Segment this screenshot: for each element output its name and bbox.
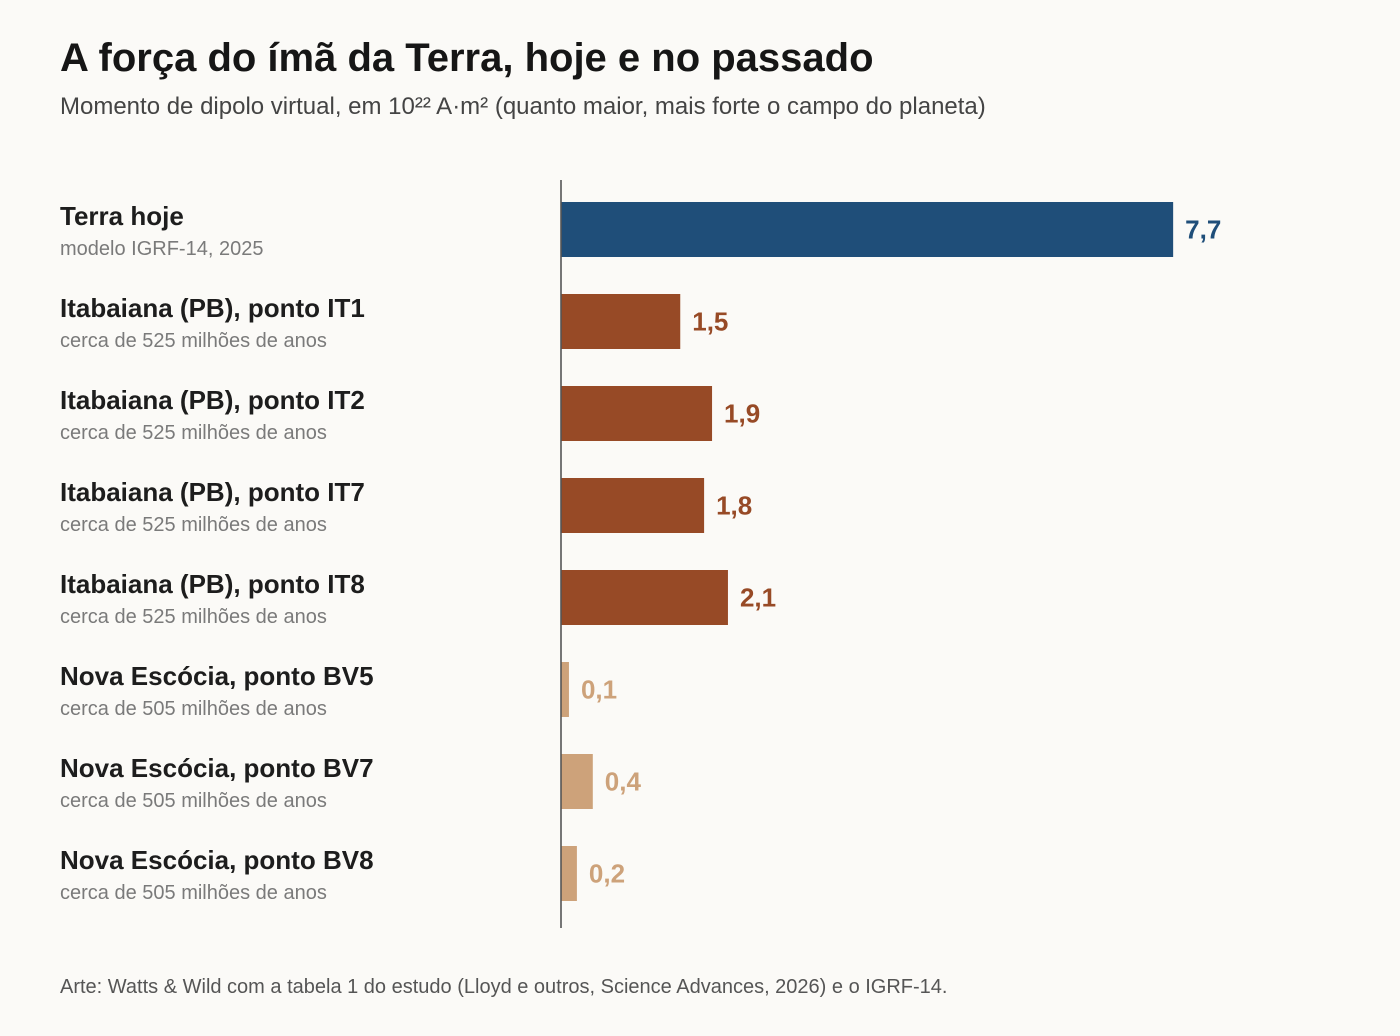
value-label: 1,5: [692, 307, 728, 337]
value-label: 0,1: [581, 675, 617, 705]
category-sublabel: modelo IGRF-14, 2025: [60, 238, 263, 260]
bar: [561, 478, 705, 533]
bar: [561, 294, 681, 349]
bar: [561, 754, 593, 809]
bar: [561, 386, 713, 441]
category-label: Itabaiana (PB), ponto IT2: [60, 385, 365, 415]
category-sublabel: cerca de 525 milhões de anos: [60, 514, 327, 536]
value-label: 2,1: [740, 583, 776, 613]
value-label: 1,8: [716, 491, 752, 521]
bar: [561, 662, 569, 717]
category-label: Nova Escócia, ponto BV5: [60, 661, 374, 691]
category-label: Itabaiana (PB), ponto IT7: [60, 477, 365, 507]
category-label: Itabaiana (PB), ponto IT8: [60, 569, 365, 599]
chart-subtitle: Momento de dipolo virtual, em 10²² A·m² …: [60, 93, 986, 120]
category-label: Nova Escócia, ponto BV7: [60, 753, 374, 783]
category-sublabel: cerca de 505 milhões de anos: [60, 790, 327, 812]
source-note: Arte: Watts & Wild com a tabela 1 do est…: [60, 976, 948, 998]
category-label: Itabaiana (PB), ponto IT1: [60, 293, 365, 323]
bar: [561, 570, 728, 625]
category-label: Nova Escócia, ponto BV8: [60, 845, 374, 875]
value-label: 7,7: [1185, 215, 1221, 245]
category-sublabel: cerca de 505 milhões de anos: [60, 882, 327, 904]
chart-title: A força do ímã da Terra, hoje e no passa…: [60, 36, 874, 80]
value-label: 0,4: [605, 767, 642, 797]
category-sublabel: cerca de 525 milhões de anos: [60, 606, 327, 628]
category-sublabel: cerca de 505 milhões de anos: [60, 698, 327, 720]
category-sublabel: cerca de 525 milhões de anos: [60, 330, 327, 352]
bar: [561, 202, 1174, 257]
category-sublabel: cerca de 525 milhões de anos: [60, 422, 327, 444]
value-label: 1,9: [724, 399, 760, 429]
bar: [561, 846, 577, 901]
category-label: Terra hoje: [60, 201, 184, 231]
value-label: 0,2: [589, 859, 625, 889]
